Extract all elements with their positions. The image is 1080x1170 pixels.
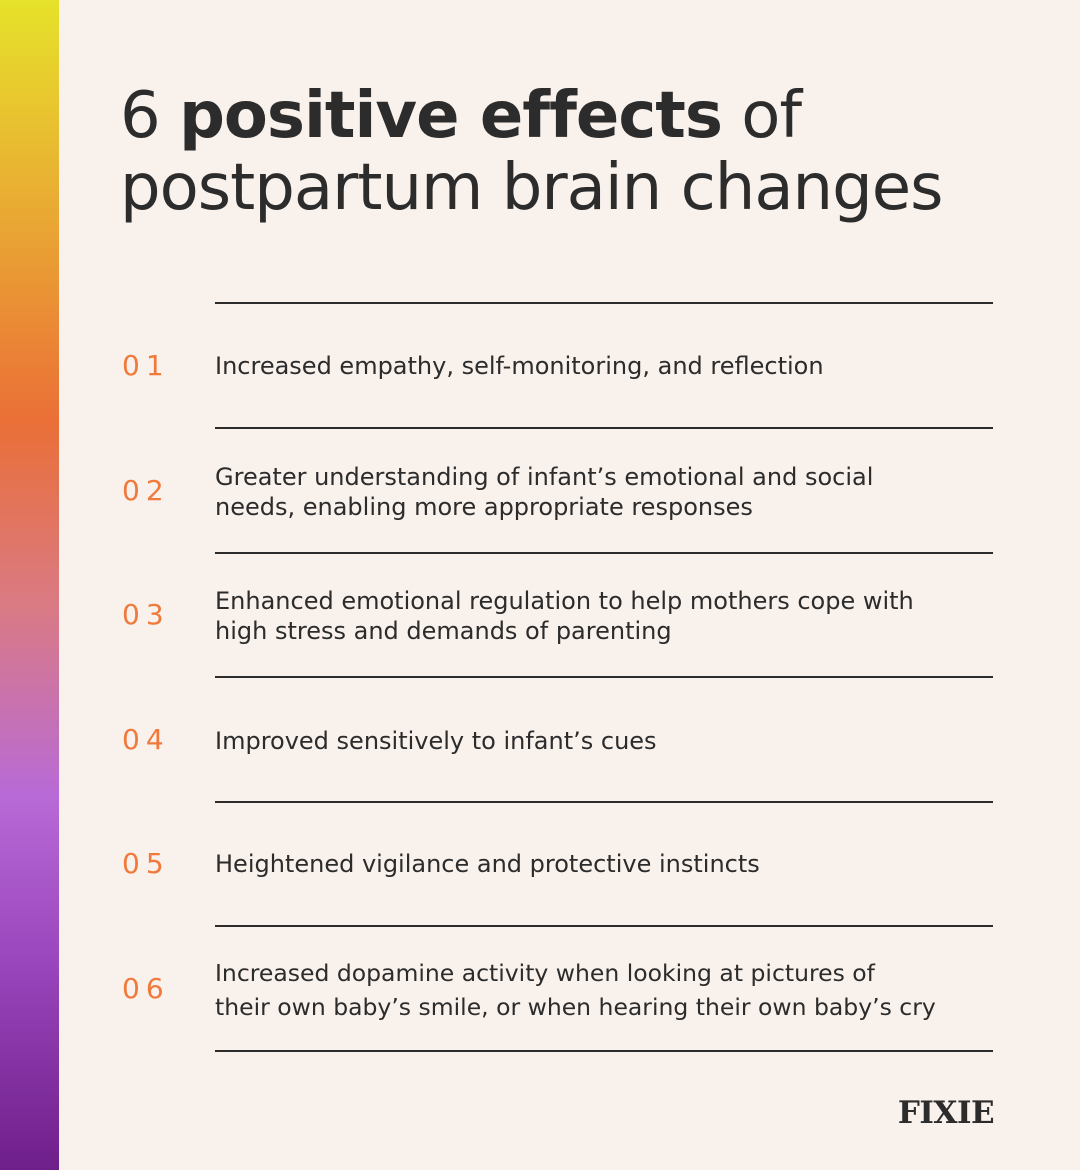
divider bbox=[215, 302, 993, 304]
item-text: Improved sensitively to infant’s cues bbox=[215, 726, 1005, 756]
item-number: 05 bbox=[122, 847, 170, 880]
item-text-line: Enhanced emotional regulation to help mo… bbox=[215, 587, 914, 615]
gradient-sidebar-strip bbox=[0, 0, 59, 1170]
fixie-logo: FIXIE bbox=[898, 1095, 994, 1127]
item-number: 06 bbox=[122, 972, 170, 1005]
item-text: Increased empathy, self-monitoring, and … bbox=[215, 351, 1005, 381]
title-line-2: postpartum brain changes bbox=[120, 151, 943, 225]
item-text: Increased dopamine activity when looking… bbox=[215, 956, 1005, 1024]
divider bbox=[215, 925, 993, 927]
item-text-line: Increased dopamine activity when looking… bbox=[215, 959, 875, 987]
item-number: 04 bbox=[122, 723, 170, 756]
divider bbox=[215, 1050, 993, 1052]
item-text-line: Greater understanding of infant’s emotio… bbox=[215, 463, 874, 491]
divider bbox=[215, 676, 993, 678]
item-text: Heightened vigilance and protective inst… bbox=[215, 849, 1005, 879]
item-text-line: Improved sensitively to infant’s cues bbox=[215, 727, 657, 755]
item-number: 03 bbox=[122, 598, 170, 631]
title-suffix: of bbox=[721, 79, 802, 153]
logo-text: FIXIE bbox=[898, 1095, 994, 1127]
divider bbox=[215, 801, 993, 803]
title-bold: positive effects bbox=[179, 79, 723, 153]
title-prefix: 6 bbox=[120, 79, 180, 153]
divider bbox=[215, 552, 993, 554]
item-text-line: Increased empathy, self-monitoring, and … bbox=[215, 352, 824, 380]
divider bbox=[215, 427, 993, 429]
item-text-line: high stress and demands of parenting bbox=[215, 617, 672, 645]
item-number: 01 bbox=[122, 349, 170, 382]
item-text-line: their own baby’s smile, or when hearing … bbox=[215, 993, 936, 1021]
item-text-line: needs, enabling more appropriate respons… bbox=[215, 493, 753, 521]
item-text-line: Heightened vigilance and protective inst… bbox=[215, 850, 760, 878]
page-title: 6 positive effects of postpartum brain ch… bbox=[120, 79, 943, 225]
item-number: 02 bbox=[122, 474, 170, 507]
item-text: Enhanced emotional regulation to help mo… bbox=[215, 586, 1005, 646]
item-text: Greater understanding of infant’s emotio… bbox=[215, 462, 1005, 522]
